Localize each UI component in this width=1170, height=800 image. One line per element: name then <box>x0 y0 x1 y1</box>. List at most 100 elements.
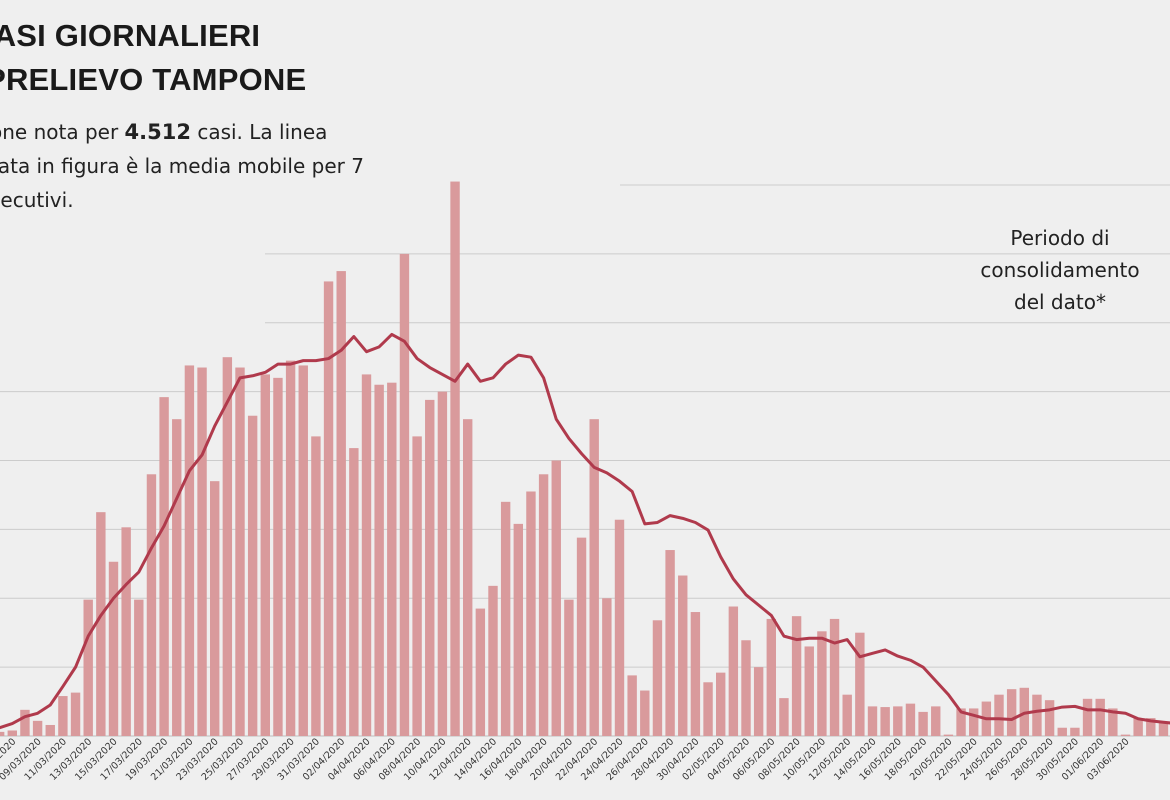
bar <box>437 391 448 737</box>
bar <box>538 474 549 736</box>
bar <box>1082 698 1093 736</box>
bar <box>817 631 827 736</box>
bar <box>83 599 93 736</box>
bar <box>1032 694 1042 736</box>
bar <box>121 527 131 736</box>
consolidation-annotation: Periodo di consolidamento del dato* <box>950 222 1170 318</box>
bar <box>349 448 359 736</box>
bar <box>956 708 966 736</box>
bar <box>766 618 776 736</box>
bar <box>298 365 308 736</box>
bar <box>1133 718 1143 736</box>
bar <box>184 365 195 736</box>
bar <box>58 696 68 736</box>
subtitle-post: casi. La linea <box>197 120 328 144</box>
bar <box>842 694 852 736</box>
bar <box>614 519 625 736</box>
bar-series <box>0 181 1169 737</box>
bar <box>222 357 233 736</box>
bar <box>943 734 954 736</box>
bar <box>627 675 637 736</box>
bar <box>20 709 30 736</box>
bar <box>425 399 435 736</box>
bar <box>399 253 410 737</box>
bar <box>551 460 561 736</box>
bar <box>45 724 55 736</box>
bar <box>475 608 486 736</box>
bar <box>893 706 903 736</box>
bar <box>1158 722 1169 736</box>
bar <box>564 599 574 736</box>
bar <box>779 698 789 736</box>
bar <box>526 491 536 736</box>
bar <box>969 708 979 736</box>
consolidation-annotation-line3: del dato* <box>1014 290 1106 314</box>
bar <box>70 692 81 736</box>
consolidation-annotation-line2: consolidamento <box>980 258 1140 282</box>
bar <box>513 523 523 736</box>
bar <box>488 585 498 736</box>
bar <box>311 436 321 736</box>
bar <box>1120 734 1131 736</box>
bar <box>374 384 384 736</box>
bar <box>247 415 258 736</box>
bar <box>678 575 688 736</box>
subtitle-count: 4.512 <box>124 120 191 144</box>
bar <box>741 640 751 736</box>
bar <box>1146 718 1156 736</box>
bar <box>703 682 713 736</box>
bar <box>665 550 675 736</box>
moving-average-series <box>0 332 1170 730</box>
bar <box>450 181 460 736</box>
moving-average-line <box>0 332 1170 730</box>
bar <box>387 382 397 736</box>
bar <box>32 720 43 736</box>
bar <box>1044 700 1055 736</box>
bar <box>500 501 511 736</box>
bar <box>690 612 701 736</box>
bar <box>134 599 144 736</box>
bar <box>336 271 346 736</box>
bar <box>931 706 941 736</box>
bar <box>146 474 157 736</box>
bar <box>867 706 878 736</box>
bar <box>728 606 739 736</box>
bar <box>994 694 1004 736</box>
bar <box>159 397 169 736</box>
bar <box>1095 698 1105 736</box>
bar <box>905 703 916 736</box>
consolidation-annotation-line1: Periodo di <box>1010 226 1110 250</box>
bar <box>652 620 663 736</box>
x-axis-tick-labels: 05/03/202007/03/202009/03/202011/03/2020… <box>0 736 1132 783</box>
bar <box>7 730 17 736</box>
bar <box>880 707 890 736</box>
subtitle-line2: tata in figura è la media mobile per 7 <box>0 154 364 178</box>
bar <box>463 419 473 736</box>
bar <box>323 281 334 736</box>
bar <box>753 667 764 737</box>
bar <box>1070 727 1080 736</box>
bar <box>273 377 283 736</box>
bar <box>589 419 599 736</box>
bar <box>1108 708 1118 736</box>
bar <box>1057 727 1067 736</box>
bar <box>197 367 207 736</box>
chart-title-line1: O CASI GIORNALIERI <box>0 18 261 53</box>
bar <box>0 731 5 736</box>
subtitle-line3: secutivi. <box>0 188 74 212</box>
bar <box>576 537 587 736</box>
bar <box>791 616 802 736</box>
bar <box>412 436 422 736</box>
bar <box>210 481 220 736</box>
bar <box>640 690 650 736</box>
bar <box>602 598 612 736</box>
subtitle-line1: one nota per 4.512 casi. La linea <box>0 120 327 144</box>
bar <box>108 561 119 736</box>
bar <box>855 632 865 736</box>
bar <box>1006 689 1017 736</box>
subtitle-pre: one nota per <box>0 120 125 144</box>
bar <box>804 646 814 736</box>
bar <box>829 618 840 736</box>
